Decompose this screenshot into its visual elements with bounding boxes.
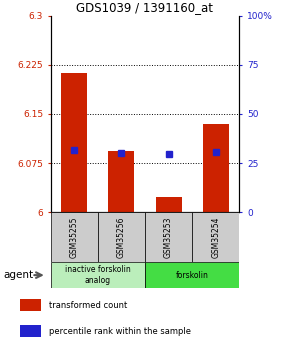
- Bar: [145, 212, 192, 262]
- Text: GSM35253: GSM35253: [164, 216, 173, 258]
- Text: forskolin: forskolin: [176, 270, 209, 280]
- Bar: [51, 262, 145, 288]
- Text: GSM35255: GSM35255: [70, 216, 79, 258]
- Bar: [20, 299, 41, 311]
- Text: percentile rank within the sample: percentile rank within the sample: [49, 327, 191, 336]
- Text: GSM35256: GSM35256: [117, 216, 126, 258]
- Text: inactive forskolin
analog: inactive forskolin analog: [65, 265, 131, 285]
- Bar: [20, 325, 41, 337]
- Bar: [203, 124, 229, 212]
- Bar: [108, 150, 134, 212]
- Bar: [98, 212, 145, 262]
- Title: GDS1039 / 1391160_at: GDS1039 / 1391160_at: [77, 1, 213, 14]
- Text: GSM35254: GSM35254: [211, 216, 220, 258]
- Text: transformed count: transformed count: [49, 301, 128, 310]
- Bar: [192, 212, 239, 262]
- Text: agent: agent: [3, 270, 33, 280]
- Bar: [51, 212, 98, 262]
- Bar: [156, 197, 182, 212]
- Bar: [145, 262, 239, 288]
- Bar: [61, 72, 87, 212]
